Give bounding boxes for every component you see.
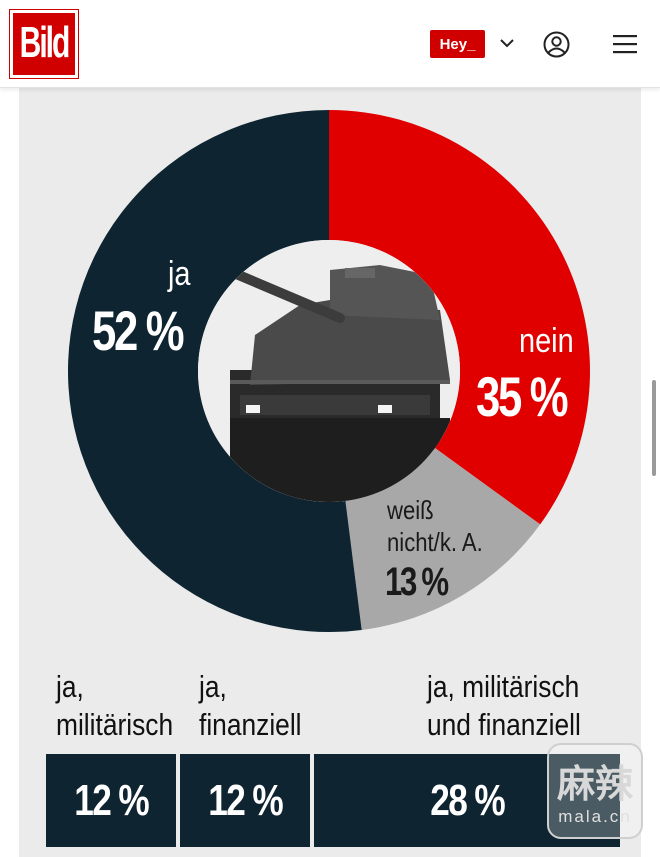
hey-button[interactable]: Hey_ bbox=[430, 30, 485, 58]
hamburger-menu-icon[interactable] bbox=[613, 34, 637, 54]
breakdown-value: 12 % bbox=[74, 775, 149, 825]
col-label-militaerisch-1: ja, bbox=[56, 669, 84, 704]
nein-percent: 35 % bbox=[476, 365, 569, 428]
col-label-finanziell-2: finanziell bbox=[199, 707, 302, 742]
breakdown-cell-beides: 28 % bbox=[314, 754, 620, 847]
weiss-nicht-label-line2: nicht/k. A. bbox=[387, 527, 483, 557]
scrollbar[interactable] bbox=[652, 380, 656, 476]
watermark-en: mala.cn bbox=[558, 807, 632, 826]
logo-text: Bild bbox=[19, 19, 71, 68]
breakdown-cell-finanziell: 12 % bbox=[180, 754, 310, 847]
nein-label: nein bbox=[519, 322, 574, 360]
col-label-beides-1: ja, militärisch bbox=[427, 669, 580, 704]
ja-percent: 52 % bbox=[92, 299, 185, 362]
donut-slice-nein bbox=[329, 110, 590, 525]
breakdown-value: 12 % bbox=[208, 775, 283, 825]
watermark-cn: 麻辣 bbox=[556, 764, 633, 806]
site-header: Bild Hey_ bbox=[0, 0, 660, 88]
mala-watermark-logo: 麻辣 mala.cn bbox=[547, 743, 643, 839]
donut-slice-weiß-nicht-k-a- bbox=[345, 447, 541, 630]
donut-chart bbox=[68, 110, 590, 632]
breakdown-cell-militaerisch: 12 % bbox=[46, 754, 176, 847]
user-account-icon[interactable] bbox=[543, 31, 570, 58]
bild-logo[interactable]: Bild bbox=[9, 9, 79, 79]
breakdown-value: 28 % bbox=[430, 775, 505, 825]
col-label-militaerisch-2: militärisch bbox=[56, 707, 174, 742]
weiss-nicht-label-line1: weiß bbox=[387, 495, 434, 525]
weiss-nicht-percent: 13 % bbox=[385, 560, 449, 604]
col-label-beides-2: und finanziell bbox=[427, 707, 581, 742]
donut-slice-ja bbox=[68, 110, 362, 632]
chevron-down-icon[interactable] bbox=[497, 33, 517, 53]
ja-label: ja bbox=[168, 255, 191, 293]
col-label-finanziell-1: ja, bbox=[199, 669, 227, 704]
